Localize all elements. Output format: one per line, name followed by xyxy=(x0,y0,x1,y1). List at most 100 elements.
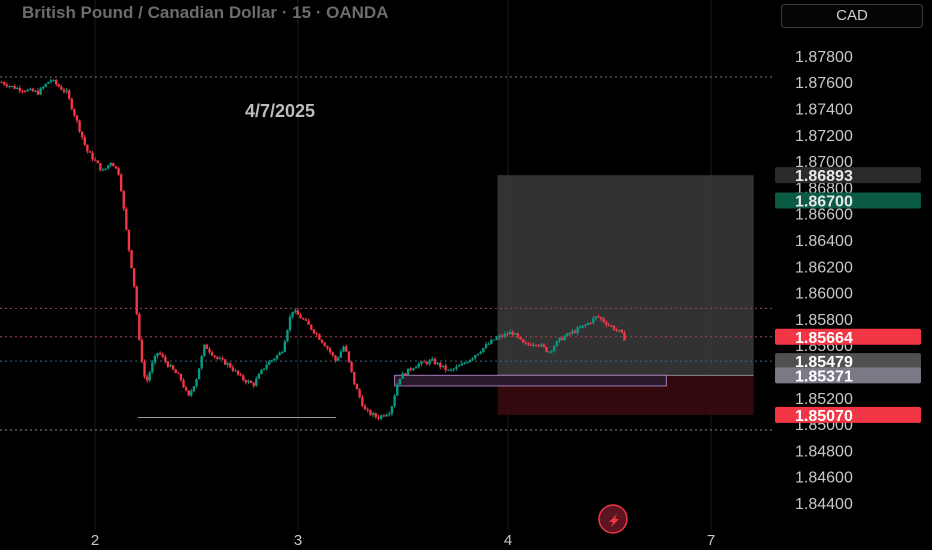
bullish-candle xyxy=(465,362,469,364)
bearish-candle xyxy=(299,314,302,319)
bearish-candle xyxy=(302,318,305,320)
price-tick-label: 1.85200 xyxy=(795,391,853,408)
bullish-candle xyxy=(449,369,453,371)
bullish-candle xyxy=(342,346,345,352)
bullish-candle xyxy=(492,339,496,341)
bullish-candle xyxy=(460,363,463,366)
price-tick-label: 1.84600 xyxy=(795,470,853,487)
bearish-candle xyxy=(239,374,242,376)
bearish-candle xyxy=(158,352,162,355)
bearish-candle xyxy=(62,89,66,92)
time-tick-label: 4 xyxy=(504,532,512,549)
bullish-candle xyxy=(503,333,507,337)
bearish-candle xyxy=(363,406,367,410)
bearish-candle xyxy=(54,80,58,85)
bullish-candle xyxy=(29,88,32,90)
bullish-candle xyxy=(8,85,11,87)
bearish-candle xyxy=(334,355,337,361)
bullish-candle xyxy=(52,80,55,82)
bullish-candle xyxy=(487,343,490,345)
price-tick-label: 1.84800 xyxy=(795,443,853,460)
bearish-candle xyxy=(88,151,92,153)
price-axis[interactable]: 1.844001.846001.848001.850001.852001.854… xyxy=(772,0,932,550)
bullish-candle xyxy=(540,344,543,347)
bullish-candle xyxy=(563,336,566,340)
bullish-candle xyxy=(275,355,279,359)
bullish-candle xyxy=(571,331,574,334)
bearish-candle xyxy=(568,333,572,335)
bullish-candle xyxy=(396,384,399,396)
bullish-candle xyxy=(592,318,595,323)
bearish-candle xyxy=(36,90,40,95)
bearish-candle xyxy=(358,389,361,398)
bullish-candle xyxy=(550,350,553,352)
date-annotation: 4/7/2025 xyxy=(245,101,316,121)
bullish-candle xyxy=(169,365,172,367)
bearish-candle xyxy=(242,375,245,380)
bearish-candle xyxy=(506,333,509,335)
bearish-candle xyxy=(361,397,364,407)
bearish-candle xyxy=(236,370,240,375)
currency-button[interactable]: CAD xyxy=(781,4,923,28)
bullish-candle xyxy=(262,368,266,370)
bullish-candle xyxy=(190,391,193,396)
bearish-candle xyxy=(57,84,60,87)
bearish-candle xyxy=(213,355,216,357)
bearish-candle xyxy=(328,348,332,353)
bullish-candle xyxy=(39,88,42,95)
price-tick-label: 1.87800 xyxy=(795,49,853,66)
bullish-candle xyxy=(200,355,203,369)
bullish-candle xyxy=(428,360,431,364)
flash-icon-group[interactable] xyxy=(598,504,628,534)
bullish-candle xyxy=(441,365,445,368)
bullish-candle xyxy=(291,311,294,317)
bearish-candle xyxy=(620,329,624,333)
time-axis[interactable]: 2 3 4 7 xyxy=(91,532,715,549)
bearish-candle xyxy=(96,160,99,164)
bearish-candle xyxy=(244,379,248,383)
bearish-candle xyxy=(23,91,27,93)
bearish-candle xyxy=(138,313,141,340)
bullish-candle xyxy=(153,356,157,363)
bearish-candle xyxy=(610,325,613,327)
bullish-candle xyxy=(260,369,263,375)
bearish-candle xyxy=(145,376,149,381)
bearish-candle xyxy=(433,358,437,365)
price-tick-label: 1.86200 xyxy=(795,259,853,276)
bullish-candle xyxy=(420,361,423,364)
price-badge xyxy=(775,328,921,345)
bullish-candle xyxy=(101,169,105,171)
bearish-candle xyxy=(174,369,177,374)
horizontal-levels xyxy=(0,76,772,431)
bearish-candle xyxy=(350,361,353,372)
bearish-candle xyxy=(60,86,63,90)
bearish-candle xyxy=(229,363,232,368)
bearish-candle xyxy=(31,88,35,92)
bearish-candle xyxy=(602,318,605,323)
bullish-candle xyxy=(44,83,47,87)
bullish-candle xyxy=(398,378,402,385)
bullish-candle xyxy=(390,406,394,414)
bearish-candle xyxy=(0,82,3,84)
price-tick-label: 1.87000 xyxy=(795,154,853,171)
bullish-candle xyxy=(498,335,501,338)
price-tick-label: 1.85800 xyxy=(795,312,853,329)
bearish-candle xyxy=(143,361,146,377)
bearish-candle xyxy=(310,324,313,330)
bullish-candle xyxy=(406,368,410,376)
bullish-candle xyxy=(476,353,480,356)
bearish-candle xyxy=(187,390,190,396)
bearish-candle xyxy=(182,380,185,388)
bullish-candle xyxy=(151,362,154,373)
bearish-candle xyxy=(607,324,611,326)
bearish-candle xyxy=(210,352,214,356)
bearish-candle xyxy=(80,131,84,138)
bullish-candle xyxy=(579,327,582,329)
bearish-candle xyxy=(223,359,227,365)
bullish-candle xyxy=(431,358,434,361)
bearish-candle xyxy=(307,320,310,325)
bullish-candle xyxy=(278,352,281,356)
bullish-candle xyxy=(388,413,391,415)
price-axis-bg xyxy=(772,0,932,550)
